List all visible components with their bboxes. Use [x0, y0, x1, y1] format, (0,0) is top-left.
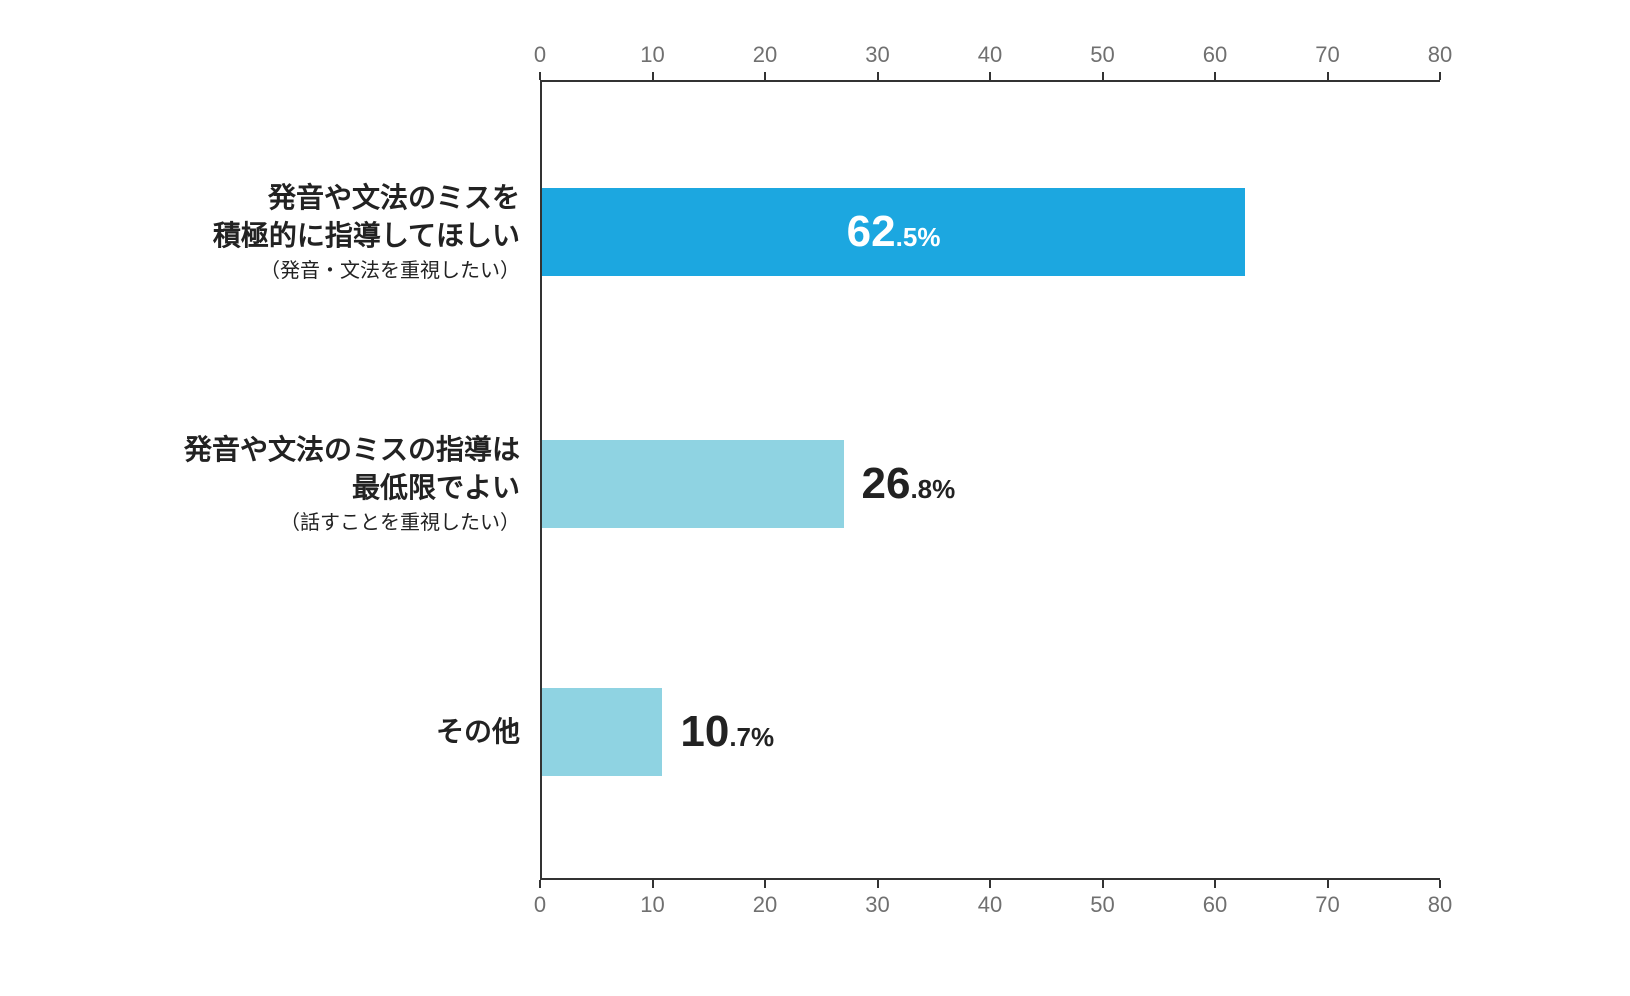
category-main-line: 最低限でよい: [184, 469, 520, 507]
tick-label-bottom: 80: [1428, 892, 1452, 918]
value-int: 10: [680, 707, 729, 756]
value-dec: .8%: [910, 474, 955, 504]
tick-top: [989, 72, 991, 80]
tick-label-bottom: 50: [1090, 892, 1114, 918]
tick-label-top: 70: [1315, 42, 1339, 68]
tick-top: [1439, 72, 1441, 80]
value-dec: .5%: [896, 222, 941, 252]
tick-bottom: [539, 880, 541, 888]
category-sub: （話すことを重視したい）: [184, 509, 520, 537]
tick-bottom: [1327, 880, 1329, 888]
bar: [542, 688, 662, 776]
tick-bottom: [989, 880, 991, 888]
category-main-line: 発音や文法のミスを: [213, 179, 520, 217]
category-main-line: 積極的に指導してほしい: [213, 217, 520, 255]
tick-bottom: [652, 880, 654, 888]
tick-bottom: [1214, 880, 1216, 888]
tick-label-bottom: 30: [865, 892, 889, 918]
tick-label-top: 0: [534, 42, 546, 68]
tick-top: [1327, 72, 1329, 80]
chart-container: 01020304050607080 01020304050607080 62.5…: [140, 80, 1490, 920]
tick-label-bottom: 60: [1203, 892, 1227, 918]
category-main: 発音や文法のミスを積極的に指導してほしい: [213, 179, 520, 255]
tick-label-bottom: 40: [978, 892, 1002, 918]
value-label: 62.5%: [847, 207, 941, 257]
tick-label-bottom: 0: [534, 892, 546, 918]
tick-bottom: [877, 880, 879, 888]
tick-label-bottom: 20: [753, 892, 777, 918]
tick-top: [764, 72, 766, 80]
x-axis-top: [540, 80, 1440, 82]
tick-bottom: [1439, 880, 1441, 888]
category-main: その他: [436, 713, 520, 751]
tick-label-top: 60: [1203, 42, 1227, 68]
tick-label-bottom: 10: [640, 892, 664, 918]
category-label: 発音や文法のミスの指導は最低限でよい（話すことを重視したい）: [184, 431, 520, 537]
tick-bottom: [1102, 880, 1104, 888]
tick-top: [1102, 72, 1104, 80]
tick-label-top: 50: [1090, 42, 1114, 68]
category-main-line: 発音や文法のミスの指導は: [184, 431, 520, 469]
plot-area: 01020304050607080 01020304050607080 62.5…: [540, 80, 1440, 880]
tick-label-top: 20: [753, 42, 777, 68]
category-label: その他: [436, 713, 520, 751]
tick-top: [877, 72, 879, 80]
tick-label-top: 80: [1428, 42, 1452, 68]
bar: [542, 440, 844, 528]
category-main-line: その他: [436, 713, 520, 751]
tick-label-top: 30: [865, 42, 889, 68]
value-label: 26.8%: [862, 459, 956, 509]
tick-label-top: 10: [640, 42, 664, 68]
value-label: 10.7%: [680, 707, 774, 757]
category-label: 発音や文法のミスを積極的に指導してほしい（発音・文法を重視したい）: [213, 179, 520, 285]
value-dec: .7%: [729, 722, 774, 752]
tick-top: [539, 72, 541, 80]
category-sub: （発音・文法を重視したい）: [213, 257, 520, 285]
tick-top: [1214, 72, 1216, 80]
tick-label-top: 40: [978, 42, 1002, 68]
value-int: 26: [862, 459, 911, 508]
tick-label-bottom: 70: [1315, 892, 1339, 918]
value-int: 62: [847, 207, 896, 256]
tick-bottom: [764, 880, 766, 888]
category-main: 発音や文法のミスの指導は最低限でよい: [184, 431, 520, 507]
tick-top: [652, 72, 654, 80]
